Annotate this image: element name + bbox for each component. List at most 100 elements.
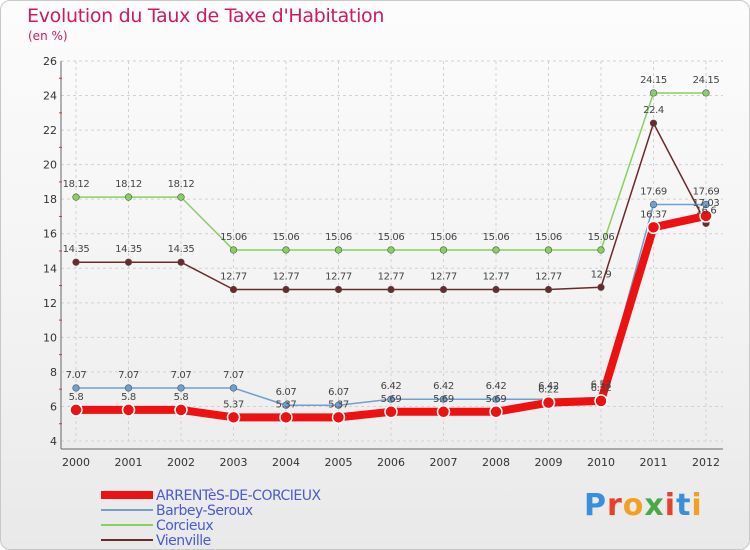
- data-label: 5.69: [486, 394, 507, 405]
- data-point: [489, 405, 503, 419]
- data-label: 6.07: [328, 387, 349, 398]
- data-label: 5.8: [174, 392, 189, 403]
- data-point: [229, 246, 238, 254]
- data-label: 15.06: [273, 232, 300, 243]
- data-label-layer: 14.35 14.35 14.35 12.77 12.77 12.77 12.77 12.77…: [63, 75, 720, 410]
- data-label: 22.4: [643, 105, 664, 116]
- data-point: [121, 403, 136, 417]
- data-label: 12.9: [591, 269, 612, 280]
- y-tick-label: 18: [43, 193, 57, 206]
- data-point: [387, 246, 395, 254]
- data-point: [544, 246, 553, 254]
- data-point: [124, 384, 133, 392]
- data-label: 5.69: [433, 394, 454, 405]
- data-point: [282, 401, 290, 409]
- logo-letter: r: [607, 488, 623, 523]
- data-point: [439, 246, 448, 254]
- data-point: [124, 193, 133, 201]
- data-label: 12.77: [483, 272, 510, 283]
- data-point: [649, 200, 658, 209]
- data-label: 18.12: [168, 179, 195, 190]
- y-tick-label: 10: [43, 331, 57, 344]
- data-label: 12.77: [220, 272, 247, 283]
- series-vienville: [72, 119, 710, 294]
- legend-label: Vienville: [156, 533, 211, 549]
- x-tick-label: 2007: [430, 456, 458, 469]
- data-label: 17.03: [693, 198, 720, 209]
- data-label: 12.77: [430, 272, 457, 283]
- data-point: [597, 283, 605, 291]
- y-tick-label: 16: [43, 228, 57, 241]
- axis-layer: 4 6 8 10 12 14 16 18 20 22 24 26 2000 2001 2002 2003 200…: [43, 55, 723, 469]
- x-tick-label: 2004: [272, 456, 300, 469]
- data-point: [541, 395, 556, 410]
- data-label: 7.07: [171, 370, 192, 381]
- data-label: 24.15: [640, 75, 667, 86]
- data-point: [387, 395, 395, 403]
- x-tick-label: 2010: [587, 456, 615, 469]
- data-label: 5.37: [328, 399, 349, 410]
- logo-letter: o: [622, 488, 645, 523]
- data-label: 6.22: [538, 385, 559, 396]
- y-tick-label: 4: [50, 435, 57, 448]
- logo-letter: i: [664, 488, 677, 523]
- legend: ARRENTèS-DE-CORCIEUXBarbey-SerouxCorcieu…: [101, 488, 322, 549]
- y-tick-label: 6: [50, 400, 57, 413]
- data-label: 7.07: [223, 370, 244, 381]
- data-label: 15.06: [535, 232, 562, 243]
- data-label: 6.42: [538, 381, 559, 392]
- data-label: 12.77: [325, 272, 352, 283]
- data-point: [72, 384, 80, 392]
- x-tick-label: 2001: [115, 456, 143, 469]
- data-point: [699, 209, 713, 223]
- data-label: 12.77: [535, 272, 562, 283]
- y-tick-label: 14: [43, 262, 57, 275]
- y-tick-label: 24: [43, 90, 57, 103]
- data-point: [649, 119, 658, 127]
- data-point: [492, 246, 500, 254]
- y-tick-label: 8: [50, 366, 57, 379]
- x-tick-label: 2009: [535, 456, 563, 469]
- logo-letter: t: [676, 488, 692, 523]
- data-label: 16.37: [640, 209, 667, 220]
- logo-letter: P: [584, 488, 607, 523]
- data-label: 5.8: [69, 392, 84, 403]
- data-point: [124, 258, 133, 266]
- data-point: [334, 246, 343, 254]
- data-point: [282, 246, 290, 254]
- data-point: [439, 285, 448, 294]
- data-point: [702, 200, 710, 209]
- data-label: 14.35: [168, 244, 195, 255]
- proxiti-logo: Proxiti: [584, 488, 703, 523]
- x-tick-label: 2003: [220, 456, 248, 469]
- data-label: 18.12: [63, 179, 90, 190]
- data-point: [72, 258, 80, 266]
- x-tick-label: 2000: [62, 456, 90, 469]
- data-label: 6.52: [591, 379, 612, 390]
- data-label: 15.06: [378, 232, 405, 243]
- data-label: 5.69: [381, 394, 402, 405]
- data-point: [384, 405, 398, 419]
- data-point: [177, 193, 185, 201]
- data-label: 16.6: [696, 205, 717, 216]
- data-label: 15.06: [430, 232, 457, 243]
- y-tick-label: 26: [43, 55, 57, 68]
- data-point: [226, 410, 241, 425]
- data-point: [544, 285, 553, 294]
- data-point: [69, 403, 83, 417]
- logo-letter: i: [691, 488, 703, 523]
- data-label: 5.37: [223, 399, 244, 410]
- data-label: 7.07: [118, 370, 139, 381]
- data-point: [174, 403, 188, 417]
- data-point: [492, 395, 500, 403]
- data-point: [649, 89, 658, 97]
- y-tick-label: 12: [43, 297, 57, 310]
- x-tick-label: 2002: [167, 456, 195, 469]
- data-point: [279, 410, 293, 425]
- x-tick-label: 2011: [640, 456, 668, 469]
- legend-label: Barbey-Seroux: [156, 503, 253, 519]
- data-point: [229, 285, 238, 294]
- data-label: 6.42: [486, 381, 507, 392]
- y-tick-label: 22: [43, 124, 57, 137]
